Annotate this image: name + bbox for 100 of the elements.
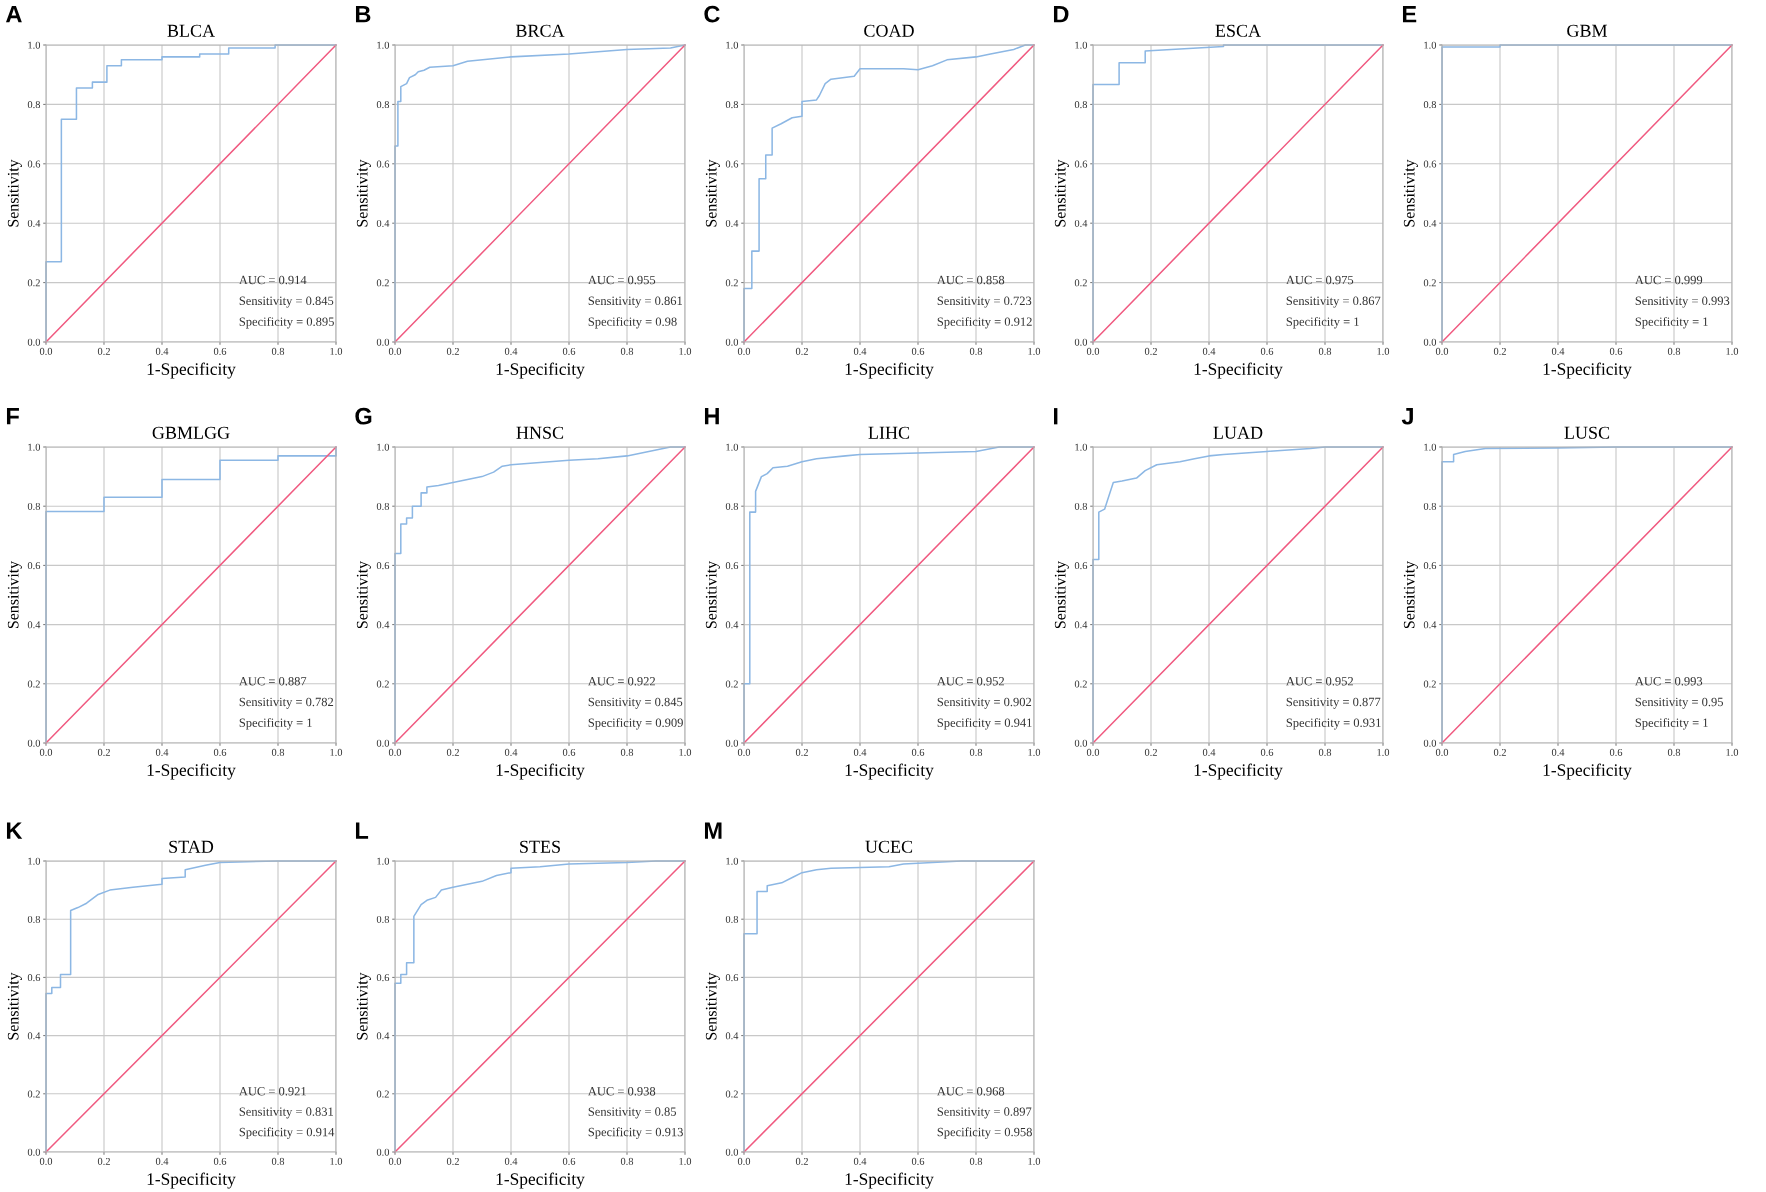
text: K [6,822,23,839]
text: D [1053,6,1069,23]
annotation: AUC = 0.938 [587,1087,656,1096]
y-tick-label: 0.6 [27,160,41,168]
x-tick-label: 0.6 [562,347,576,355]
x-tick-label: 0.0 [388,347,402,355]
annotation: Sensitivity = 0.993 [1635,296,1730,308]
annotation: Sensitivity = 0.897 [937,1107,1032,1119]
annotation: AUC = 0.952 [1285,677,1353,686]
y-tick-label: 0.4 [1074,621,1088,629]
x-tick-label: 1.0 [330,347,343,355]
y-tick-label: 0.6 [376,974,390,982]
y-tick-label: 0.0 [1423,338,1437,346]
x-tick-label: 0.4 [853,748,867,756]
x-tick-label: 0.2 [1493,748,1506,756]
x-tick-label: 1.0 [330,1157,343,1165]
annotation: Sensitivity = 0.877 [1286,697,1381,709]
x-tick-label: 0.2 [1144,748,1157,756]
x-tick-label: 0.4 [1202,748,1216,756]
y-tick-label: 0.6 [1074,160,1088,168]
y-tick-label: 1.0 [726,41,739,49]
x-tick-label: 0.0 [737,748,751,756]
x-tick-label: 0.2 [97,748,110,756]
y-tick-label: 0.6 [27,974,41,982]
y-tick-label: 0.6 [27,562,41,570]
x-tick-label: 1.0 [1377,347,1390,355]
x-tick-label: 0.0 [1086,748,1100,756]
annotation: AUC = 0.914 [238,275,307,285]
x-tick-label: 0.8 [1667,347,1681,355]
y-tick-label: 0.4 [725,219,739,227]
chart-title: STAD [169,840,214,853]
x-tick-label: 0.8 [271,347,285,355]
chart-title: LIHC [868,426,910,439]
text: J [1401,408,1413,425]
y-tick-label: 0.0 [725,1148,739,1156]
text: E [1402,6,1417,23]
y-tick-label: 0.0 [376,338,390,346]
y-tick-label: 1.0 [28,41,41,49]
y-tick-label: 0.4 [1423,219,1437,227]
y-tick-label: 1.0 [726,857,739,865]
x-tick-label: 0.6 [911,1157,925,1165]
y-tick-label: 0.0 [27,338,41,346]
line-series [743,44,1035,343]
annotation: AUC = 0.968 [936,1087,1005,1096]
annotation: Sensitivity = 0.845 [239,296,334,308]
x-tick-label: 0.6 [213,1157,227,1165]
x-tick-label: 0.2 [795,1157,808,1165]
y-tick-label: 0.2 [725,279,738,287]
y-tick-label: 0.4 [27,621,41,629]
text: I [1053,408,1058,425]
y-tick-label: 1.0 [726,443,739,451]
annotation: Sensitivity = 0.902 [937,697,1032,709]
y-tick-label: 0.2 [376,680,389,688]
annotation: Specificity = 0.98 [588,316,677,329]
annotation: Sensitivity = 0.85 [588,1107,677,1119]
y-tick-label: 1.0 [1424,443,1437,451]
y-axis-title: Sensitivity [705,972,720,1040]
x-tick-label: 0.0 [39,347,53,355]
y-tick-label: 0.0 [27,739,41,747]
annotation: AUC = 0.858 [936,275,1005,285]
y-tick-label: 0.8 [27,502,41,510]
annotation: Specificity = 1 [239,718,312,730]
text: B [355,6,371,23]
x-tick-label: 0.4 [853,1157,867,1165]
y-tick-label: 0.6 [725,562,739,570]
x-axis-title: 1-Specificity [147,763,236,780]
x-tick-label: 0.2 [97,1157,110,1165]
y-axis-title: Sensitivity [1054,560,1069,629]
x-tick-label: 0.2 [795,748,808,756]
annotation: AUC = 0.975 [1285,275,1354,285]
y-tick-label: 0.4 [376,621,390,629]
x-tick-label: 0.8 [620,347,634,355]
y-tick-label: 0.0 [376,1148,390,1156]
x-tick-label: 0.6 [1260,347,1274,355]
x-tick-label: 0.8 [969,1157,983,1165]
y-tick-label: 0.6 [725,974,739,982]
y-tick-label: 0.8 [27,915,41,923]
y-tick-label: 0.2 [376,279,389,287]
y-tick-label: 1.0 [1424,41,1437,49]
annotation: Specificity = 0.895 [239,316,334,329]
y-tick-label: 0.2 [1074,279,1087,287]
x-tick-label: 1.0 [1377,748,1390,756]
annotation: AUC = 0.955 [587,275,656,285]
y-tick-label: 0.6 [376,160,390,168]
x-tick-label: 0.0 [1435,347,1449,355]
y-tick-label: 0.8 [376,502,390,510]
y-tick-label: 0.0 [725,338,739,346]
x-tick-label: 1.0 [1726,748,1739,756]
x-tick-label: 0.8 [969,748,983,756]
x-tick-label: 0.8 [620,748,634,756]
y-tick-label: 0.0 [27,1148,41,1156]
x-tick-label: 0.4 [1551,748,1565,756]
x-tick-label: 0.4 [155,748,169,756]
x-tick-label: 0.6 [562,1157,576,1165]
text: G [355,407,372,425]
x-tick-label: 0.0 [1086,347,1100,355]
annotation: Specificity = 1 [1635,316,1708,329]
x-tick-label: 0.6 [1609,748,1623,756]
x-axis-title: 1-Specificity [496,1172,585,1189]
annotation: Specificity = 0.958 [937,1127,1032,1139]
